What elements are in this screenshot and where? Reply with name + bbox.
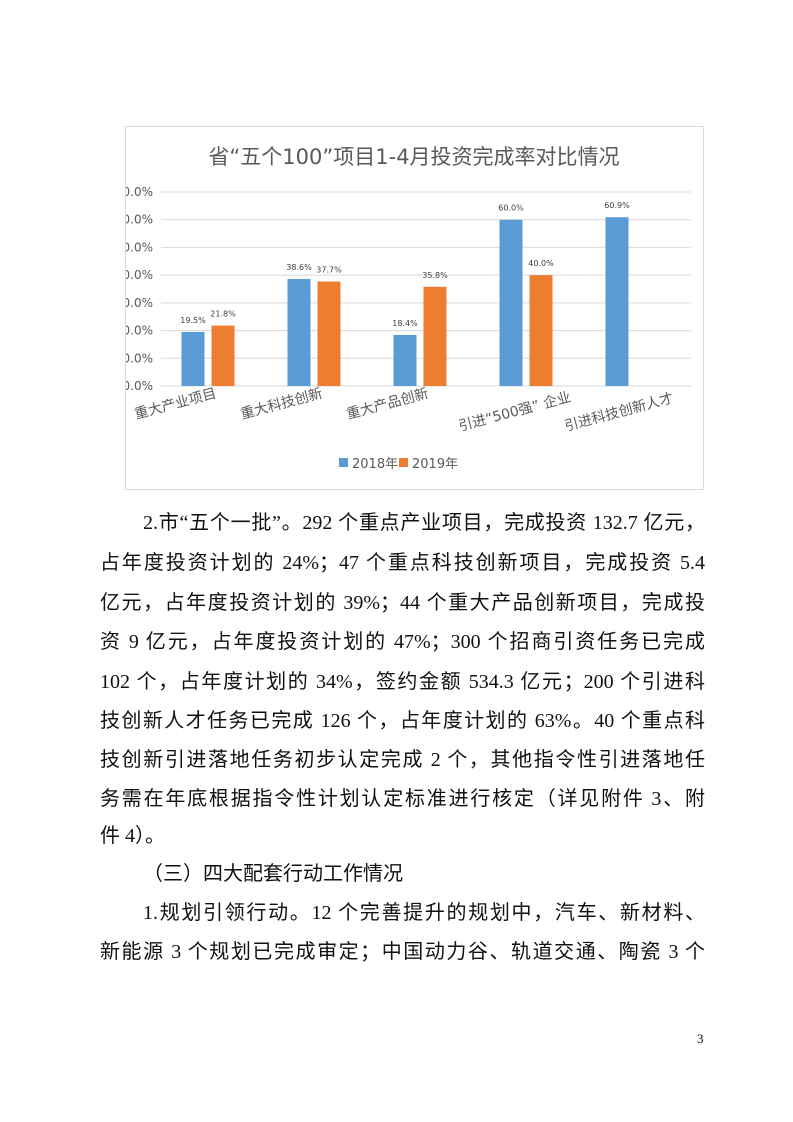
y-tick-label: 10.0% — [126, 351, 153, 365]
data-label: 21.8% — [210, 310, 236, 319]
paragraph-line: 新能源 3 个规划已完成审定；中国动力谷、轨道交通、陶瓷 3 个 — [100, 941, 705, 963]
paragraph-line: 2.市“五个一批”。292 个重点产业项目，完成投资 132.7 亿元， — [143, 512, 705, 534]
bar-2019 — [317, 281, 341, 386]
paragraph-line: 技创新人才任务已完成 126 个，占年度计划的 63%。40 个重点科 — [100, 710, 705, 732]
bar-2018 — [499, 219, 523, 386]
bar-2019 — [211, 325, 235, 386]
y-tick-label: 0.0% — [126, 379, 153, 393]
y-tick-label: 30.0% — [126, 296, 153, 310]
data-label: 18.4% — [392, 319, 418, 328]
x-category-label: 引进“500强” 企业 — [457, 389, 573, 435]
y-tick-label: 20.0% — [126, 324, 153, 338]
paragraph-line: 件 4）。 — [100, 825, 165, 847]
y-tick-label: 60.0% — [126, 213, 153, 227]
bar-2018 — [605, 217, 629, 386]
data-label: 60.9% — [604, 201, 630, 210]
section-heading: （三）四大配套行动工作情况 — [143, 863, 403, 885]
y-tick-label: 70.0% — [126, 185, 153, 199]
legend-swatch — [399, 458, 408, 467]
data-label: 37.7% — [316, 266, 342, 275]
paragraph-line: 亿元，占年度投资计划的 39%；44 个重大产品创新项目，完成投 — [100, 592, 705, 614]
legend-label: 2018年 — [352, 457, 398, 472]
data-label: 40.0% — [528, 259, 554, 268]
y-tick-label: 40.0% — [126, 268, 153, 282]
page-number: 3 — [697, 1031, 704, 1046]
y-tick-label: 50.0% — [126, 240, 153, 254]
paragraph-line: 务需在年底根据指令性计划认定标准进行核定（详见附件 3、附 — [100, 788, 705, 810]
paragraph-line: 1.规划引领行动。12 个完善提升的规划中，汽车、新材料、 — [143, 902, 705, 924]
paragraph-line: 技创新引进落地任务初步认定完成 2 个，其他指令性引进落地任 — [100, 749, 705, 771]
bar-2018 — [287, 279, 311, 386]
x-category-label: 重大科技创新 — [239, 386, 324, 423]
chart-svg: 省“五个100”项目1-4月投资完成率对比情况 0.0% 10.0% 20.0% 30… — [126, 145, 691, 472]
data-label: 38.6% — [286, 263, 312, 272]
chart-title: 省“五个100”项目1-4月投资完成率对比情况 — [208, 145, 619, 169]
legend-label: 2019年 — [412, 457, 458, 472]
paragraph-line: 102 个，占年度计划的 34%，签约金额 534.3 亿元；200 个引进科 — [100, 671, 705, 693]
bar-chart: 省“五个100”项目1-4月投资完成率对比情况 0.0% 10.0% 20.0% 30… — [125, 126, 704, 490]
paragraph-line: 资 9 亿元，占年度投资计划的 47%；300 个招商引资任务已完成 — [100, 631, 705, 653]
bar-2018 — [181, 331, 205, 386]
x-category-label: 重大产品创新 — [345, 386, 430, 423]
bar-2019 — [529, 275, 553, 386]
x-category-label: 引进科技创新人才 — [563, 390, 675, 434]
bar-2018 — [393, 335, 417, 386]
data-label: 35.8% — [422, 271, 448, 280]
data-label: 19.5% — [180, 316, 206, 325]
legend-swatch — [339, 458, 348, 467]
paragraph-line: 占年度投资计划的 24%；47 个重点科技创新项目，完成投资 5.4 — [100, 552, 705, 574]
bar-2019 — [423, 286, 447, 386]
data-label: 60.0% — [498, 204, 524, 213]
